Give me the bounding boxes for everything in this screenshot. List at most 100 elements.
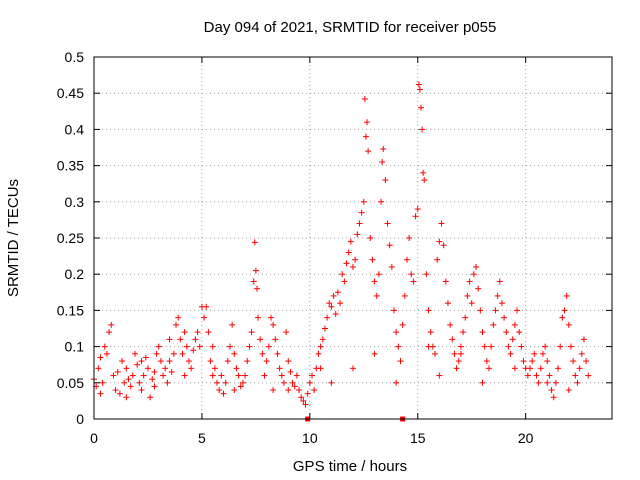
data-point [229, 321, 236, 328]
data-point [490, 321, 497, 328]
data-point [350, 263, 356, 270]
data-point [580, 336, 587, 343]
data-point [516, 329, 523, 336]
data-point [561, 307, 568, 314]
data-point [563, 292, 570, 299]
data-point [121, 379, 128, 386]
data-point [196, 343, 203, 350]
data-point [354, 231, 361, 238]
data-point [434, 256, 441, 263]
data-point [514, 307, 521, 314]
data-point [416, 86, 423, 93]
data-point [214, 379, 221, 386]
data-point [533, 372, 540, 379]
data-point [201, 314, 208, 321]
data-point [395, 343, 402, 350]
data-point [371, 350, 378, 357]
data-point [112, 387, 119, 394]
data-point [550, 394, 557, 401]
y-tick-label: 0.05 [57, 375, 84, 391]
data-point [222, 379, 229, 386]
data-point [289, 379, 296, 386]
data-point [343, 260, 350, 267]
data-point [283, 329, 290, 336]
data-point [460, 329, 467, 336]
y-tick-label: 0.15 [57, 302, 84, 318]
data-point [149, 376, 156, 383]
data-point [321, 325, 328, 332]
data-point [317, 343, 324, 350]
data-point [251, 239, 258, 246]
data-point [134, 361, 141, 368]
data-point [188, 365, 195, 372]
data-point [410, 278, 417, 285]
data-point [127, 383, 134, 390]
data-point [330, 292, 337, 299]
data-point [233, 365, 240, 372]
data-point [274, 350, 281, 357]
data-point [352, 256, 359, 263]
data-point [304, 390, 311, 397]
data-point [367, 235, 374, 241]
data-point [103, 350, 110, 357]
x-tick-label: 10 [302, 430, 318, 446]
data-point [531, 350, 538, 357]
data-point [457, 343, 464, 350]
data-point [583, 358, 590, 365]
data-point [425, 343, 432, 350]
x-tick-label: 0 [90, 430, 98, 446]
data-point [451, 350, 458, 357]
data-point [285, 387, 292, 394]
data-point [278, 372, 285, 379]
data-point [192, 336, 199, 343]
y-tick-label: 0 [76, 411, 84, 427]
data-point [302, 401, 309, 408]
data-point [492, 307, 499, 314]
data-point [475, 285, 482, 292]
data-point [511, 321, 518, 328]
data-point [572, 372, 579, 379]
data-point [498, 300, 505, 307]
data-point [378, 198, 385, 205]
data-point [138, 387, 145, 394]
data-point [151, 383, 158, 390]
data-point [524, 372, 531, 379]
data-point [181, 329, 188, 336]
data-point [116, 390, 123, 397]
data-point [157, 358, 164, 365]
data-point [361, 95, 368, 102]
data-point [259, 350, 266, 357]
data-point [253, 285, 260, 292]
data-point [285, 358, 292, 365]
data-point [382, 177, 389, 184]
data-point [166, 336, 173, 343]
data-point [505, 343, 512, 350]
data-point [585, 372, 592, 379]
data-point [365, 148, 372, 155]
data-point [565, 321, 572, 328]
data-point [449, 336, 456, 343]
x-tick-label: 20 [518, 430, 534, 446]
data-point [252, 267, 259, 274]
x-tick-label: 5 [198, 430, 206, 446]
data-point [567, 343, 574, 350]
data-point [356, 220, 363, 227]
y-tick-label: 0.35 [57, 158, 84, 174]
data-point [501, 314, 508, 321]
data-point [483, 358, 490, 365]
data-point [328, 303, 335, 310]
data-point [438, 220, 445, 227]
data-point [99, 379, 106, 386]
data-point [419, 126, 426, 133]
data-point [205, 329, 212, 336]
data-point [97, 390, 104, 397]
data-point [220, 390, 227, 397]
data-point [373, 292, 380, 299]
data-point [552, 379, 559, 386]
data-point [488, 343, 495, 350]
data-point [123, 394, 130, 401]
data-point [453, 365, 460, 372]
data-point [237, 383, 244, 390]
data-point [119, 358, 126, 365]
data-point [507, 350, 514, 357]
